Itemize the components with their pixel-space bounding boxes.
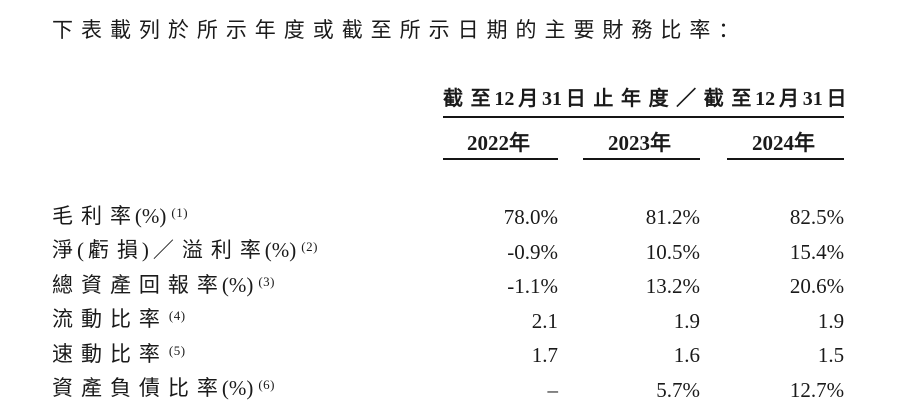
row-net-profit-margin: 淨(虧損) ／溢利率 (%) (2) -0.9% 10.5% 15.4% [52,235,844,270]
table-period-header-row: 截至 12 月 31 日止年度／截至 12 月 31 日 [52,84,847,118]
column-header-2023: 2023年 [583,117,700,160]
period-header: 截至 12 月 31 日止年度／截至 12 月 31 日 [443,84,847,118]
column-gap [700,304,727,339]
intro-text: 下表載列於所示年度或截至所示日期的主要財務比率： [52,18,740,42]
spacer-cell [52,159,844,200]
value-2023: 13.2% [645,274,700,299]
column-gap [700,200,727,235]
row-label: 速動比率 [52,341,160,366]
footnote-ref-6: (6) [258,377,275,393]
footnote-ref-3: (3) [258,273,275,289]
value-2024: 1.9 [817,308,845,333]
value-2024: 82.5% [789,205,845,230]
value-2022: 2.1 [531,308,558,333]
column-gap [700,373,727,408]
column-gap [558,269,583,304]
footnote-ref-1: (1) [171,204,189,220]
column-gap [700,269,727,304]
spacer-cell [52,84,443,117]
value-2023: 81.2% [645,205,700,230]
row-gross-profit-margin: 毛利率 (%) (1) 78.0% 81.2% 82.5% [52,200,844,235]
value-2024: 15.4% [789,239,845,264]
row-current-ratio: 流動比率 (4) 2.1 1.9 1.9 [52,304,844,339]
spacer-cell [52,117,443,159]
column-gap [558,200,583,235]
row-quick-ratio: 速動比率 (5) 1.7 1.6 1.5 [52,338,844,373]
value-2022: 1.7 [531,343,558,368]
table-year-header-row: 2022年 2023年 2024年 [52,117,845,160]
column-gap [558,117,583,159]
value-2024: 12.7% [789,377,845,402]
column-gap [700,117,727,159]
table-spacer-row [52,159,844,200]
footnote-ref-4: (4) [168,308,186,324]
row-label: 資產負債比率 (%) [52,376,254,401]
footnote-ref-5: (5) [168,342,186,358]
value-2022: -1.1% [507,274,558,299]
value-2024: 20.6% [789,274,845,299]
column-gap [700,235,727,270]
financial-ratios-table: 截至 12 月 31 日止年度／截至 12 月 31 日 2022年 2023年 2024年 毛… [52,84,847,408]
column-gap [558,373,583,408]
value-2023: 10.5% [645,239,700,264]
column-gap [558,338,583,373]
value-2024: 1.5 [817,343,845,368]
row-label: 淨(虧損) ／溢利率 (%) [52,238,297,263]
value-2023: 5.7% [656,377,700,402]
value-2023: 1.9 [673,308,700,333]
value-2023: 1.6 [673,343,700,368]
column-gap [700,338,727,373]
column-header-2024: 2024年 [727,117,845,160]
row-label: 毛利率 (%) [52,203,167,228]
row-return-on-total-assets: 總資產回報率 (%) (3) -1.1% 13.2% 20.6% [52,269,844,304]
footnote-ref-2: (2) [301,239,318,255]
row-label: 流動比率 [52,307,160,332]
value-2022: -0.9% [507,239,558,264]
row-label: 總資產回報率 (%) [52,272,254,297]
value-2022: – [547,377,559,402]
column-gap [558,235,583,270]
row-gearing-ratio: 資產負債比率 (%) (6) – 5.7% 12.7% [52,373,844,408]
column-gap [558,304,583,339]
value-2022: 78.0% [503,205,558,230]
column-header-2022: 2022年 [443,117,558,160]
